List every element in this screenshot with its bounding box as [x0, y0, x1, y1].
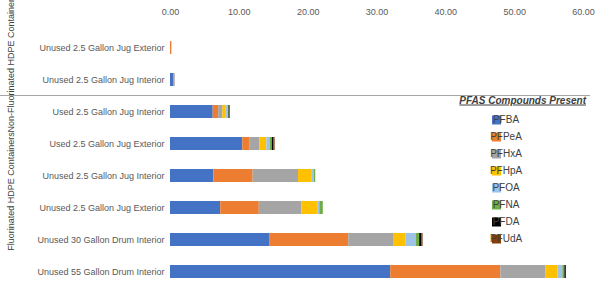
svg-text:30.00: 30.00: [366, 7, 389, 17]
svg-text:Unused 2.5 Gallon Jug Exterior: Unused 2.5 Gallon Jug Exterior: [39, 203, 164, 213]
svg-text:PFOA: PFOA: [492, 182, 520, 193]
svg-text:PFUdA: PFUdA: [490, 233, 523, 244]
svg-text:0.00: 0.00: [162, 7, 180, 17]
svg-text:PFPeA: PFPeA: [490, 131, 522, 142]
svg-text:Fluorinated HDPE Containers: Fluorinated HDPE Containers: [6, 132, 16, 251]
svg-text:PFHpA: PFHpA: [490, 165, 523, 176]
svg-text:Used 2.5 Gallon Jug Exterior: Used 2.5 Gallon Jug Exterior: [49, 139, 164, 149]
svg-text:Unused 55 Gallon Drum Interior: Unused 55 Gallon Drum Interior: [37, 267, 164, 277]
svg-text:Unused 2.5 Gallon Jug Exterior: Unused 2.5 Gallon Jug Exterior: [39, 43, 164, 53]
svg-text:Non-Fluorinated HDPE Container: Non-Fluorinated HDPE Containers: [6, 0, 16, 133]
svg-text:PFBA: PFBA: [493, 114, 519, 125]
svg-text:50.00: 50.00: [503, 7, 526, 17]
svg-text:20.00: 20.00: [297, 7, 320, 17]
svg-text:60.00: 60.00: [572, 7, 595, 17]
svg-text:10.00: 10.00: [228, 7, 251, 17]
svg-text:Unused 2.5 Gallon Jug Interior: Unused 2.5 Gallon Jug Interior: [42, 171, 164, 181]
svg-text:Unused 30 Gallon Drum Interior: Unused 30 Gallon Drum Interior: [37, 235, 164, 245]
svg-text:PFAS Compounds Present: PFAS Compounds Present: [459, 95, 586, 106]
svg-text:Used 2.5 Gallon Jug Interior: Used 2.5 Gallon Jug Interior: [52, 107, 164, 117]
svg-text:PFDA: PFDA: [493, 216, 520, 227]
svg-text:40.00: 40.00: [435, 7, 458, 17]
svg-text:PFNA: PFNA: [493, 199, 520, 210]
svg-text:PFHxA: PFHxA: [490, 148, 522, 159]
svg-text:Unused 2.5 Gallon Jug Interior: Unused 2.5 Gallon Jug Interior: [42, 75, 164, 85]
